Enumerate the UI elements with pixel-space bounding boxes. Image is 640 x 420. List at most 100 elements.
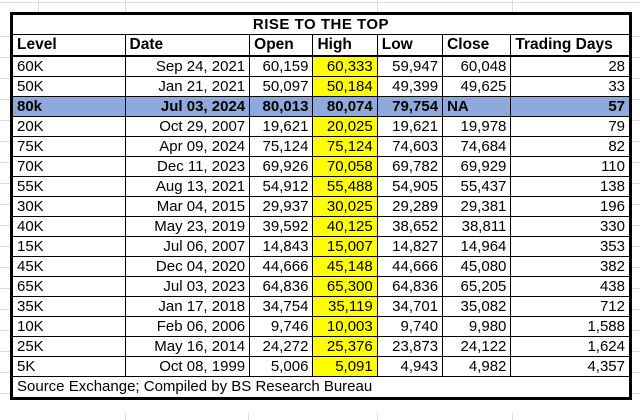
cell-high[interactable]: 5,091 [312,356,378,377]
cell-trading-days[interactable]: 28 [510,55,630,77]
cell-trading-days[interactable]: 138 [510,176,630,197]
cell-level[interactable]: 55K [12,176,126,197]
cell-high[interactable]: 65,300 [312,276,378,297]
cell-trading-days[interactable]: 438 [510,276,630,297]
cell-low[interactable]: 9,740 [376,316,444,337]
cell-close[interactable]: 24,122 [442,336,512,357]
cell-date[interactable]: May 23, 2019 [124,216,251,237]
cell-open[interactable]: 5,006 [249,356,314,377]
cell-trading-days[interactable]: 1,624 [510,336,630,357]
cell-level[interactable]: 60K [12,55,126,77]
column-header-date[interactable]: Date [124,34,251,57]
cell-open[interactable]: 64,836 [249,276,314,297]
cell-low[interactable]: 54,905 [376,176,444,197]
cell-high[interactable]: 75,124 [312,136,378,157]
cell-high[interactable]: 50,184 [312,76,378,97]
cell-level[interactable]: 65K [12,276,126,297]
cell-open[interactable]: 50,097 [249,76,314,97]
cell-trading-days[interactable]: 57 [510,96,630,117]
cell-date[interactable]: Dec 04, 2020 [124,256,251,277]
cell-date[interactable]: Jul 06, 2007 [124,236,251,257]
cell-date[interactable]: Mar 04, 2015 [124,196,251,217]
cell-date[interactable]: Oct 08, 1999 [124,356,251,377]
cell-low[interactable]: 23,873 [376,336,444,357]
cell-open[interactable]: 75,124 [249,136,314,157]
cell-low[interactable]: 19,621 [376,116,444,137]
cell-trading-days[interactable]: 33 [510,76,630,97]
cell-high[interactable]: 20,025 [312,116,378,137]
cell-open[interactable]: 80,013 [249,96,314,117]
cell-date[interactable]: Aug 13, 2021 [124,176,251,197]
column-header-level[interactable]: Level [12,34,126,57]
cell-low[interactable]: 44,666 [376,256,444,277]
cell-close[interactable]: 4,982 [442,356,512,377]
cell-low[interactable]: 38,652 [376,216,444,237]
cell-low[interactable]: 69,782 [376,156,444,177]
cell-trading-days[interactable]: 353 [510,236,630,257]
cell-high[interactable]: 80,074 [312,96,378,117]
cell-low[interactable]: 79,754 [376,96,444,117]
cell-date[interactable]: Dec 11, 2023 [124,156,251,177]
cell-high[interactable]: 25,376 [312,336,378,357]
cell-level[interactable]: 15K [12,236,126,257]
cell-trading-days[interactable]: 712 [510,296,630,317]
cell-high[interactable]: 40,125 [312,216,378,237]
cell-open[interactable]: 44,666 [249,256,314,277]
cell-high[interactable]: 30,025 [312,196,378,217]
cell-trading-days[interactable]: 4,357 [510,356,630,377]
cell-low[interactable]: 59,947 [376,55,444,77]
column-header-trading-days[interactable]: Trading Days [510,34,630,57]
cell-open[interactable]: 69,926 [249,156,314,177]
cell-trading-days[interactable]: 330 [510,216,630,237]
column-header-open[interactable]: Open [249,34,314,57]
cell-close[interactable]: 14,964 [442,236,512,257]
cell-close[interactable]: NA [442,96,512,117]
cell-close[interactable]: 38,811 [442,216,512,237]
cell-low[interactable]: 74,603 [376,136,444,157]
cell-low[interactable]: 49,399 [376,76,444,97]
cell-open[interactable]: 19,621 [249,116,314,137]
cell-level[interactable]: 40K [12,216,126,237]
cell-close[interactable]: 69,929 [442,156,512,177]
cell-trading-days[interactable]: 110 [510,156,630,177]
cell-trading-days[interactable]: 1,588 [510,316,630,337]
cell-date[interactable]: Jul 03, 2023 [124,276,251,297]
cell-level[interactable]: 80k [12,96,126,117]
cell-low[interactable]: 14,827 [376,236,444,257]
cell-level[interactable]: 10K [12,316,126,337]
column-header-close[interactable]: Close [442,34,512,57]
cell-open[interactable]: 54,912 [249,176,314,197]
cell-open[interactable]: 39,592 [249,216,314,237]
cell-high[interactable]: 45,148 [312,256,378,277]
cell-trading-days[interactable]: 196 [510,196,630,217]
cell-close[interactable]: 19,978 [442,116,512,137]
cell-close[interactable]: 55,437 [442,176,512,197]
cell-open[interactable]: 14,843 [249,236,314,257]
cell-high[interactable]: 60,333 [312,55,378,77]
cell-low[interactable]: 4,943 [376,356,444,377]
cell-date[interactable]: May 16, 2014 [124,336,251,357]
cell-trading-days[interactable]: 82 [510,136,630,157]
cell-open[interactable]: 24,272 [249,336,314,357]
cell-date[interactable]: Jan 17, 2018 [124,296,251,317]
cell-trading-days[interactable]: 79 [510,116,630,137]
cell-date[interactable]: Sep 24, 2021 [124,55,251,77]
cell-date[interactable]: Feb 06, 2006 [124,316,251,337]
column-header-low[interactable]: Low [376,34,444,57]
cell-date[interactable]: Jan 21, 2021 [124,76,251,97]
cell-close[interactable]: 65,205 [442,276,512,297]
cell-high[interactable]: 15,007 [312,236,378,257]
cell-level[interactable]: 35K [12,296,126,317]
cell-date[interactable]: Jul 03, 2024 [124,96,251,117]
cell-high[interactable]: 55,488 [312,176,378,197]
cell-close[interactable]: 29,381 [442,196,512,217]
cell-trading-days[interactable]: 382 [510,256,630,277]
cell-high[interactable]: 70,058 [312,156,378,177]
cell-open[interactable]: 34,754 [249,296,314,317]
cell-open[interactable]: 29,937 [249,196,314,217]
cell-level[interactable]: 5K [12,356,126,377]
cell-level[interactable]: 45K [12,256,126,277]
cell-close[interactable]: 49,625 [442,76,512,97]
cell-low[interactable]: 29,289 [376,196,444,217]
cell-date[interactable]: Oct 29, 2007 [124,116,251,137]
